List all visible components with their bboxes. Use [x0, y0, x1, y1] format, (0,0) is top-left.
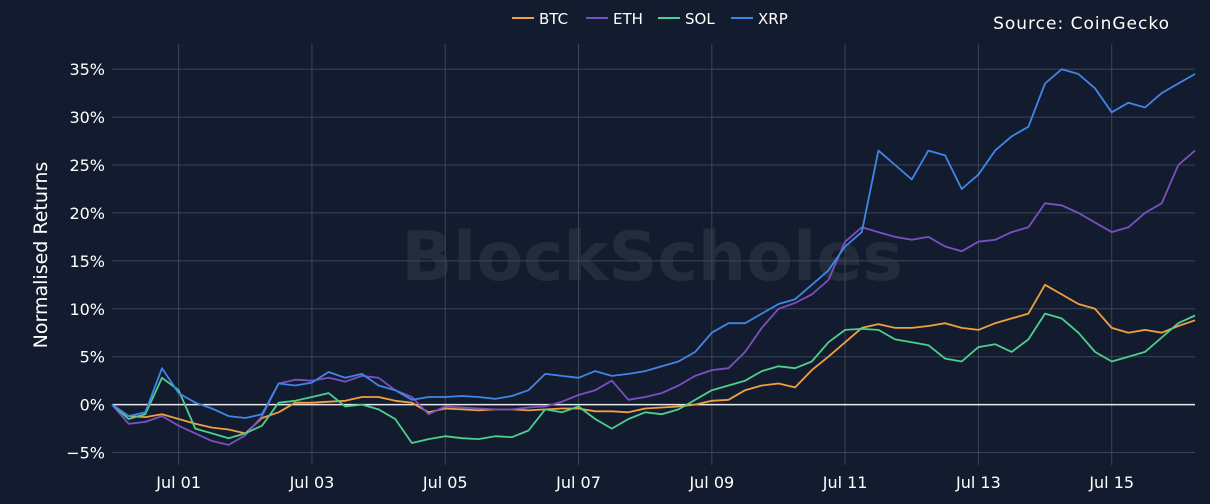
series-line-btc: [111, 283, 1196, 435]
legend-label: XRP: [758, 10, 788, 28]
legend-label: BTC: [539, 10, 568, 28]
y-tick-label: 0%: [80, 396, 105, 415]
y-tick-label: 10%: [69, 300, 105, 319]
y-tick-label: −5%: [66, 444, 105, 463]
y-axis: −5% 0% 5% 10% 15% 20% 25% 30% 35%: [66, 60, 105, 462]
x-tick-label: Jul 09: [688, 473, 734, 492]
watermark: BlockScholes: [401, 218, 903, 297]
series-line-xrp: [111, 68, 1196, 419]
y-tick-label: 5%: [80, 348, 105, 367]
legend[interactable]: BTC ETH SOL XRP: [512, 10, 788, 28]
x-tick-label: Jul 07: [555, 473, 601, 492]
series-line-sol: [111, 312, 1196, 444]
x-tick-label: Jul 01: [155, 473, 201, 492]
legend-item-eth[interactable]: ETH: [586, 10, 643, 28]
legend-item-xrp[interactable]: XRP: [731, 10, 788, 28]
y-tick-label: 35%: [69, 60, 105, 79]
y-tick-label: 20%: [69, 204, 105, 223]
legend-item-btc[interactable]: BTC: [512, 10, 568, 28]
legend-item-sol[interactable]: SOL: [658, 10, 715, 28]
y-axis-label: Normalised Returns: [30, 162, 52, 349]
x-tick-label: Jul 13: [955, 473, 1001, 492]
y-tick-label: 15%: [69, 252, 105, 271]
x-tick-label: Jul 05: [422, 473, 468, 492]
plot-area: [111, 68, 1196, 446]
grid: [112, 44, 1195, 465]
source-note: Source: CoinGecko: [993, 14, 1170, 34]
x-tick-label: Jul 15: [1088, 473, 1134, 492]
series-line-eth: [111, 149, 1196, 446]
x-tick-label: Jul 11: [822, 473, 868, 492]
legend-label: SOL: [685, 10, 715, 28]
x-tick-label: Jul 03: [289, 473, 335, 492]
legend-label: ETH: [613, 10, 643, 28]
y-tick-label: 30%: [69, 108, 105, 127]
y-tick-label: 25%: [69, 156, 105, 175]
x-axis: Jul 01 Jul 03 Jul 05 Jul 07 Jul 09 Jul 11 Jul …: [155, 473, 1134, 492]
